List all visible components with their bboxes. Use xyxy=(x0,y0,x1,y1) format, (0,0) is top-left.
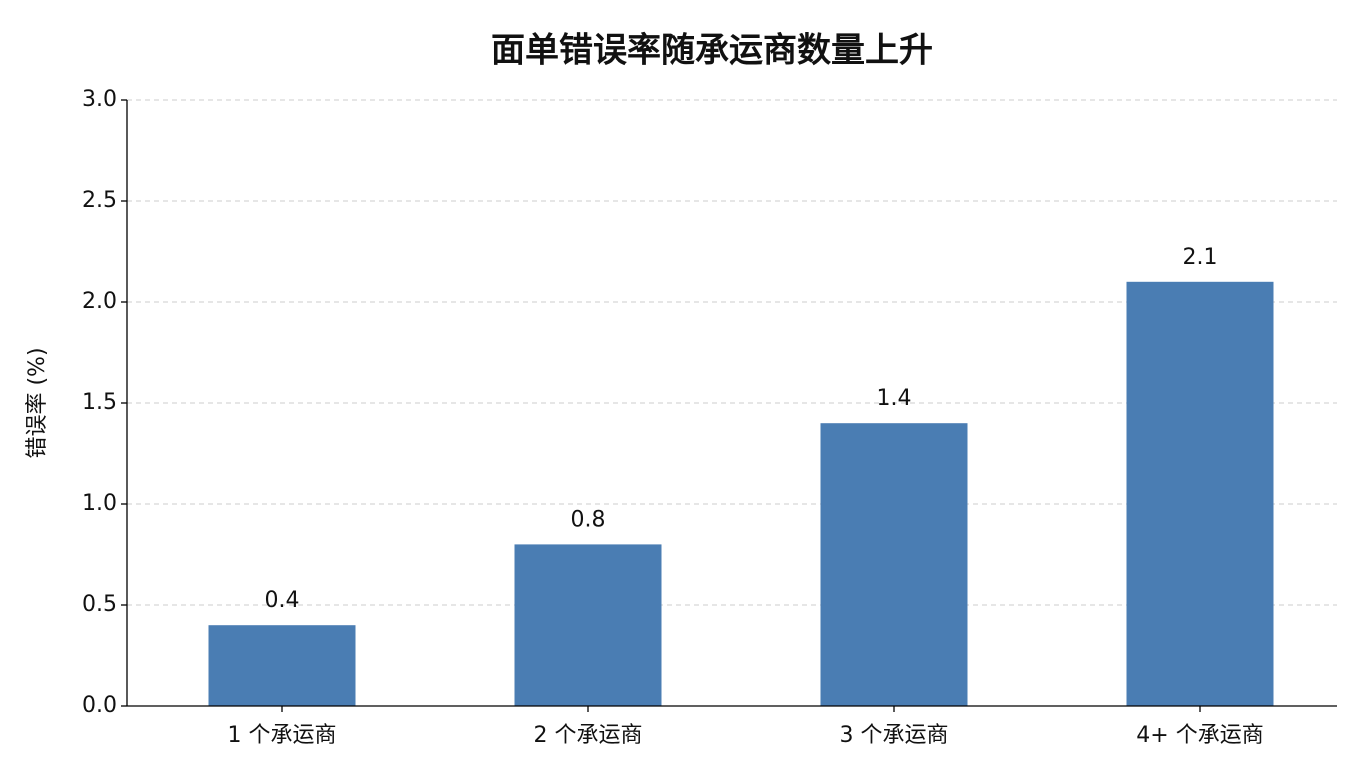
value-label: 2.1 xyxy=(1183,245,1218,270)
y-tick-label: 2.5 xyxy=(82,188,117,213)
y-tick-label: 2.0 xyxy=(82,289,117,314)
chart-title: 面单错误率随承运商数量上升 xyxy=(491,31,933,71)
x-tick-label: 1 个承运商 xyxy=(228,723,337,748)
x-tick-label: 2 个承运商 xyxy=(534,723,643,748)
y-tick-label: 3.0 xyxy=(82,87,117,112)
y-tick-label: 0.5 xyxy=(82,592,117,617)
y-tick-label: 0.0 xyxy=(82,693,117,718)
value-label: 1.4 xyxy=(877,386,912,411)
x-tick-label: 4+ 个承运商 xyxy=(1136,723,1263,748)
y-tick-label: 1.5 xyxy=(82,390,117,415)
bar xyxy=(514,544,662,706)
x-tick-label: 3 个承运商 xyxy=(840,723,949,748)
bar xyxy=(208,625,356,706)
bar xyxy=(820,423,968,706)
value-label: 0.4 xyxy=(265,588,300,613)
bar xyxy=(1126,281,1274,706)
value-label: 0.8 xyxy=(571,507,606,532)
y-axis-label: 错误率 (%) xyxy=(25,347,50,458)
y-tick-label: 1.0 xyxy=(82,491,117,516)
